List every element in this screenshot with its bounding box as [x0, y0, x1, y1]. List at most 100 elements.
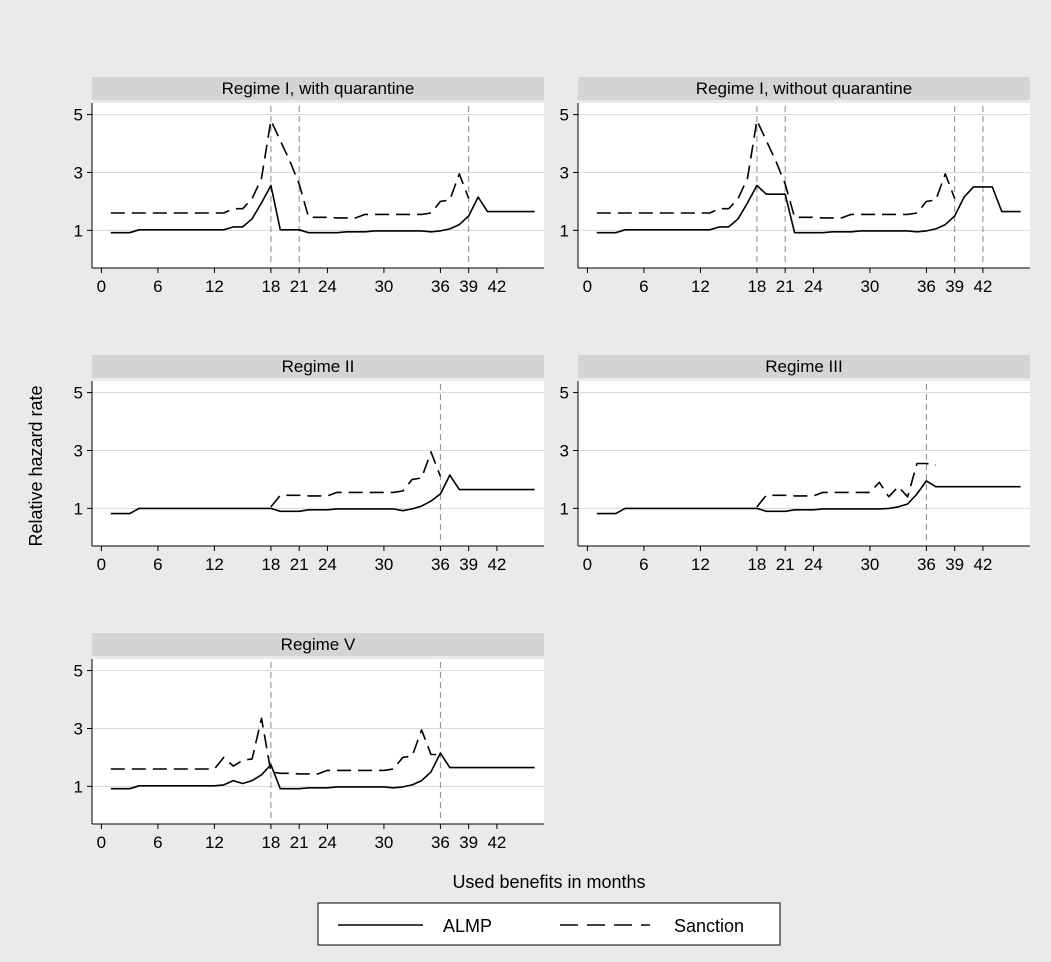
x-tick-label: 30 [374, 555, 393, 574]
y-tick-label: 3 [74, 441, 83, 460]
plot-area [92, 103, 544, 268]
x-tick-label: 6 [639, 277, 648, 296]
y-tick-label: 5 [560, 106, 569, 125]
panel-title: Regime I, with quarantine [222, 79, 415, 98]
y-tick-label: 3 [74, 719, 83, 738]
x-tick-label: 0 [97, 277, 106, 296]
panel-title-strip [92, 77, 544, 100]
x-tick-label: 0 [583, 277, 592, 296]
x-tick-label: 6 [639, 555, 648, 574]
plot-area [578, 381, 1030, 546]
x-tick-label: 6 [153, 555, 162, 574]
series-line-almp [596, 480, 1021, 515]
panel-5: Regime V 1 3 5 0 6 12 18 21 24 30 36 39 42 [74, 633, 544, 852]
panel-title-strip [578, 77, 1030, 100]
x-tick-label: 36 [917, 555, 936, 574]
panel-2: Regime I, without quarantine 1 3 5 0 6 12 18 21 2… [560, 77, 1030, 296]
series-line-sanction [270, 451, 442, 508]
x-tick-label: 39 [459, 555, 478, 574]
x-tick-label: 18 [747, 277, 766, 296]
plot-area [92, 659, 544, 824]
panel-3: Regime II 1 3 5 0 6 12 18 21 24 30 36 39 42 [74, 355, 544, 574]
x-tick-label: 42 [487, 277, 506, 296]
y-tick-label: 3 [560, 163, 569, 182]
x-tick-label: 42 [973, 555, 992, 574]
x-tick-label: 18 [747, 555, 766, 574]
x-tick-label: 0 [583, 555, 592, 574]
y-axis-label: Relative hazard rate [26, 385, 46, 546]
x-tick-label: 39 [459, 833, 478, 852]
x-tick-label: 12 [691, 555, 710, 574]
x-axis-label: Used benefits in months [452, 872, 645, 892]
x-tick-label: 24 [318, 833, 337, 852]
x-tick-label: 36 [431, 555, 450, 574]
panel-title-strip [578, 355, 1030, 378]
panel-title: Regime III [765, 357, 842, 376]
x-tick-label: 42 [487, 555, 506, 574]
y-tick-label: 5 [74, 384, 83, 403]
panel-title: Regime V [281, 635, 356, 654]
x-tick-label: 36 [431, 833, 450, 852]
x-tick-label: 36 [431, 277, 450, 296]
x-tick-label: 42 [487, 833, 506, 852]
legend-label-sanction: Sanction [674, 916, 744, 936]
x-tick-label: 6 [153, 833, 162, 852]
series-line-sanction [110, 717, 441, 775]
y-tick-label: 1 [560, 221, 569, 240]
series-line-sanction [110, 119, 470, 219]
x-tick-label: 39 [945, 277, 964, 296]
legend-box [317, 902, 781, 946]
series-line-almp [110, 752, 535, 790]
x-tick-label: 24 [318, 555, 337, 574]
x-tick-label: 21 [776, 555, 795, 574]
x-tick-label: 39 [945, 555, 964, 574]
x-tick-label: 18 [261, 833, 280, 852]
series-line-almp [110, 184, 535, 234]
panel-title-strip [92, 355, 544, 378]
x-tick-label: 18 [261, 277, 280, 296]
x-tick-label: 21 [290, 277, 309, 296]
panel-4: Regime III 1 3 5 0 6 12 18 21 24 30 36 39 42 [560, 355, 1030, 574]
x-tick-label: 21 [290, 555, 309, 574]
x-tick-label: 12 [205, 555, 224, 574]
series-line-almp [110, 474, 535, 515]
x-tick-label: 30 [374, 277, 393, 296]
x-tick-label: 30 [860, 277, 879, 296]
y-tick-label: 1 [74, 499, 83, 518]
series-line-sanction [756, 462, 936, 508]
y-tick-label: 5 [74, 106, 83, 125]
panel-title-strip [92, 633, 544, 656]
y-tick-label: 3 [74, 163, 83, 182]
x-tick-label: 24 [804, 555, 823, 574]
panel-1: Regime I, with quarantine 1 3 5 0 6 12 18 21 24 30… [74, 77, 544, 296]
series-line-almp [596, 184, 1021, 234]
x-tick-label: 0 [97, 555, 106, 574]
x-tick-label: 30 [860, 555, 879, 574]
y-tick-label: 5 [560, 384, 569, 403]
x-tick-label: 6 [153, 277, 162, 296]
x-tick-label: 12 [205, 277, 224, 296]
x-tick-label: 39 [459, 277, 478, 296]
x-tick-label: 12 [205, 833, 224, 852]
x-tick-label: 24 [804, 277, 823, 296]
x-tick-label: 21 [290, 833, 309, 852]
panel-title: Regime II [282, 357, 355, 376]
legend: ALMP Sanction [317, 902, 781, 946]
panel-title: Regime I, without quarantine [696, 79, 912, 98]
x-tick-label: 42 [973, 277, 992, 296]
x-tick-label: 36 [917, 277, 936, 296]
series-line-sanction [596, 119, 956, 219]
x-tick-label: 0 [97, 833, 106, 852]
plot-area [92, 381, 544, 546]
x-tick-label: 18 [261, 555, 280, 574]
y-tick-label: 1 [560, 499, 569, 518]
x-tick-label: 30 [374, 833, 393, 852]
x-tick-label: 24 [318, 277, 337, 296]
x-tick-label: 21 [776, 277, 795, 296]
x-tick-label: 12 [691, 277, 710, 296]
y-tick-label: 1 [74, 777, 83, 796]
legend-label-almp: ALMP [443, 916, 492, 936]
y-tick-label: 1 [74, 221, 83, 240]
